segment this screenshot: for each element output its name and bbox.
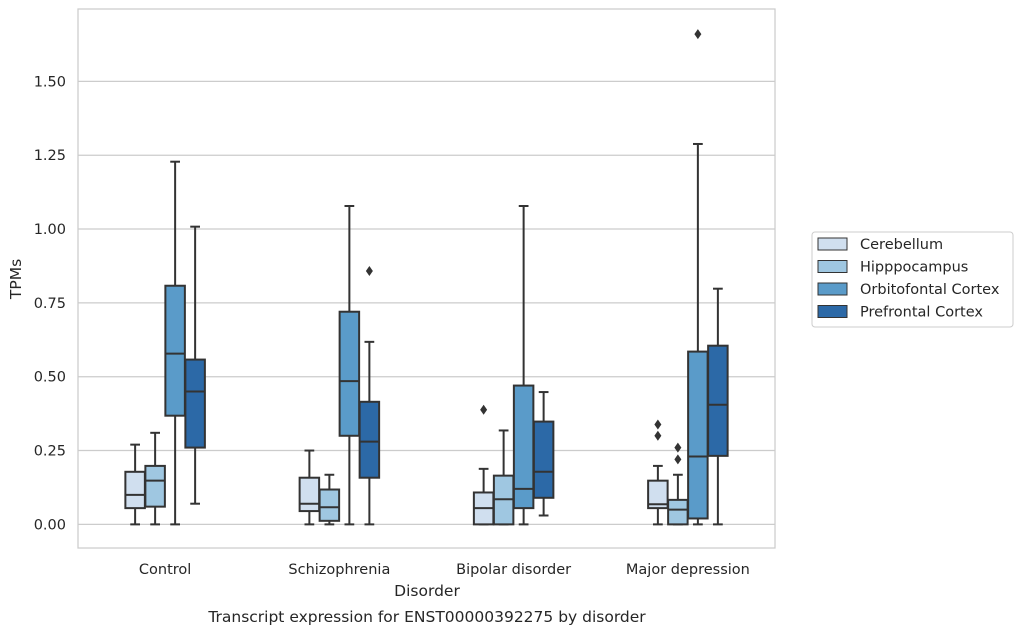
box-iqr <box>144 464 166 508</box>
legend-label: Hipppocampus <box>860 260 968 276</box>
box-cerebellum <box>647 419 669 526</box>
box-orbitofontal-cortex <box>338 204 361 526</box>
outlier-point <box>674 454 682 465</box>
box-iqr <box>647 479 669 510</box>
box-orbitofontal-cortex <box>512 204 535 526</box>
box-orbitofontal-cortex <box>164 160 186 526</box>
boxes <box>124 29 729 526</box>
y-tick-label: 0.75 <box>34 296 66 312</box>
legend-swatch <box>817 260 848 273</box>
y-axis-label: TPMs <box>7 259 25 300</box>
box-iqr <box>318 488 341 522</box>
box-hipppocampus <box>144 431 166 526</box>
x-axis-ticks: Control Schizophrenia Bipolar disorder Majo… <box>139 562 750 578</box>
box-prefrontal-cortex <box>707 287 729 526</box>
y-tick-label: 1.00 <box>34 222 66 238</box>
chart-caption: Transcript expression for ENST0000039227… <box>207 608 646 626</box>
x-tick-label: Control <box>139 562 191 578</box>
box-iqr <box>667 498 689 526</box>
box-iqr <box>707 344 729 457</box>
box-hipppocampus <box>667 442 689 526</box>
legend: Cerebellum Hipppocampus Orbitofontal Corte… <box>811 231 1014 328</box>
outlier-point <box>365 265 373 276</box>
box-cerebellum <box>472 404 495 526</box>
box-orbitofontal-cortex <box>687 29 709 526</box>
legend-label: Prefrontal Cortex <box>860 305 983 321</box>
plot-area-frame <box>77 8 776 549</box>
y-axis-ticks: 0.00 0.25 0.50 0.75 1.00 1.25 1.50 <box>34 74 66 533</box>
box-hipppocampus <box>492 429 515 526</box>
box-iqr <box>338 310 361 437</box>
legend-label: Cerebellum <box>860 237 943 253</box>
outlier-point <box>480 404 488 415</box>
legend-label: Orbitofontal Cortex <box>860 282 1000 298</box>
box-hipppocampus <box>318 473 341 526</box>
x-tick-label: Schizophrenia <box>288 562 390 578</box>
y-tick-label: 1.25 <box>34 148 66 164</box>
y-tick-label: 0.25 <box>34 444 66 460</box>
outlier-point <box>674 442 682 453</box>
y-tick-label: 0.50 <box>34 370 66 386</box>
box-iqr <box>358 400 381 479</box>
box-iqr <box>124 470 146 510</box>
box-prefrontal-cortex <box>532 391 555 517</box>
outlier-point <box>654 430 662 441</box>
outlier-point <box>694 29 702 40</box>
legend-frame <box>811 231 1014 328</box>
y-tick-label: 0.00 <box>34 517 66 533</box>
box-prefrontal-cortex <box>358 265 381 526</box>
legend-swatch <box>817 282 848 296</box>
x-axis-label: Disorder <box>394 582 460 600</box>
x-tick-label: Bipolar disorder <box>456 562 571 578</box>
box-iqr <box>687 350 709 520</box>
box-prefrontal-cortex <box>184 225 206 505</box>
outlier-point <box>654 419 662 430</box>
legend-swatch <box>817 237 848 251</box>
box-cerebellum <box>124 443 146 526</box>
box-iqr <box>164 284 186 417</box>
y-tick-label: 1.50 <box>34 74 66 90</box>
box-iqr <box>184 358 206 449</box>
box-iqr <box>532 420 555 499</box>
x-tick-label: Major depression <box>626 562 750 578</box>
box-cerebellum <box>298 449 321 526</box>
legend-swatch <box>817 305 848 318</box>
box-iqr <box>298 476 321 513</box>
